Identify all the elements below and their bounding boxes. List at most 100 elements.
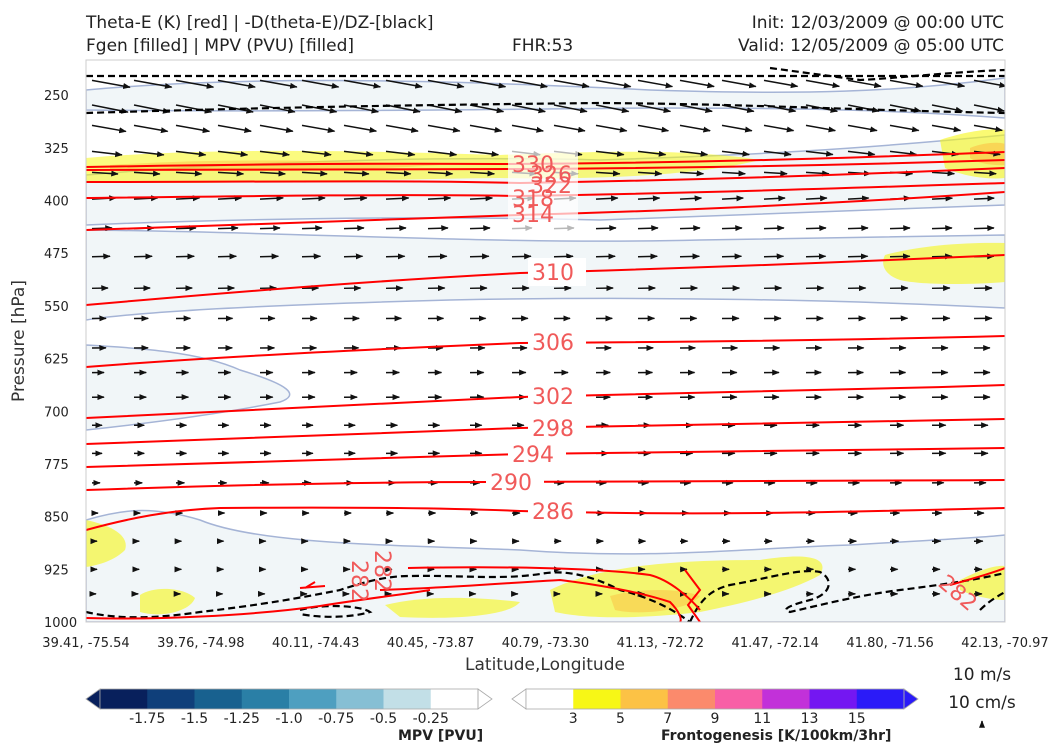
wind-vector: [259, 170, 286, 177]
colorbar-tick-label: -1.25: [224, 711, 260, 727]
theta-e-330-line: [86, 151, 1005, 168]
colorbar-swatch: [526, 689, 574, 709]
x-tick-label: 41.80, -71.56: [846, 636, 933, 651]
wind-vector: [259, 225, 281, 232]
colorbar-swatch: [100, 689, 148, 709]
wind-vector: [595, 225, 617, 232]
wind-vector: [973, 195, 995, 202]
wind-vector: [595, 124, 628, 133]
colorbar-swatch: [383, 689, 432, 709]
wind-vector: [427, 195, 452, 202]
x-tick-label: 40.45, -73.87: [387, 636, 474, 651]
colorbar-swatch: [856, 689, 905, 709]
y-tick-label: 850: [44, 511, 69, 526]
wind-vector: [469, 124, 503, 133]
wind-vector: [889, 79, 924, 89]
wind-vector: [511, 79, 548, 89]
wind-vector: [427, 79, 465, 89]
colorbar-extend-right: [477, 688, 493, 710]
colorbar-swatch: [336, 689, 384, 709]
wind-vector: [805, 150, 834, 157]
y-tick-label: 700: [44, 405, 69, 420]
wind-vector-field: [89, 79, 1005, 597]
wind-vector: [511, 124, 544, 133]
theta-e-282-hook-left: [299, 581, 326, 589]
wind-vector: [343, 195, 368, 202]
wind-vector: [805, 104, 839, 113]
theta-e-282-hook-mid: [684, 569, 702, 622]
theta-e-label-314: 314: [512, 203, 554, 228]
wind-vector: [931, 170, 956, 177]
wind-vector: [217, 170, 245, 177]
wind-vector: [175, 79, 215, 89]
wind-vector: [973, 104, 1005, 113]
mpv-colorbar-label: MPV [PVU]: [398, 728, 484, 744]
wind-vector: [721, 170, 746, 177]
wind-vector: [259, 124, 294, 134]
wind-reference-vertical: 10 cm/s: [948, 693, 1016, 713]
wind-vector: [595, 195, 619, 202]
wind-vector: [133, 150, 165, 158]
wind-vector: [553, 124, 586, 133]
theta-e-286-line: [86, 506, 1005, 531]
wind-vector: [637, 104, 672, 114]
wind-vector: [427, 150, 458, 157]
fgen-patch-bottom-mid: [385, 597, 520, 618]
theta-e-label-282-lower: 282: [346, 560, 371, 602]
wind-vector: [343, 225, 365, 232]
fgen-colorbar: 3 5 7 9 11 13 15: [511, 688, 919, 727]
colorbar-swatch: [809, 689, 858, 709]
valid-time: Valid: 12/05/2009 @ 05:00 UTC: [738, 36, 1004, 56]
init-time: Init: 12/03/2009 @ 00:00 UTC: [751, 13, 1004, 33]
colorbar-tick-label: 15: [848, 711, 866, 727]
fgen-band-upper: [86, 150, 760, 183]
wind-vector: [343, 150, 374, 157]
fgen-patch-left-low: [86, 520, 126, 567]
wind-vector: [595, 170, 621, 177]
y-tick-label: 925: [44, 563, 69, 578]
wind-vector: [133, 124, 169, 134]
wind-vector: [469, 195, 494, 202]
wind-vector: [427, 124, 461, 133]
colorbar-tick-label: -1.75: [129, 711, 165, 727]
y-tick-label: 250: [44, 89, 69, 104]
wind-vector: [469, 225, 491, 232]
y-tick-label: 550: [44, 300, 69, 315]
wind-vector: [511, 104, 546, 114]
wind-vector: [217, 225, 239, 232]
wind-vector: [175, 124, 211, 134]
wind-vector: [301, 150, 332, 157]
colorbar-extend-left: [85, 688, 101, 710]
colorbar-swatch: [667, 689, 716, 709]
colorbar-swatch: [194, 689, 243, 709]
wind-vector: [427, 104, 463, 114]
wind-vector: [763, 170, 788, 177]
y-tick-label: 400: [44, 195, 69, 210]
wind-vector: [763, 150, 792, 157]
wind-vector: [91, 79, 131, 89]
wind-reference-key: 10 m/s 10 cm/s: [948, 665, 1016, 728]
wind-vector: [259, 150, 290, 158]
colorbar-swatch: [289, 689, 337, 709]
theta-e-label-298: 298: [532, 417, 574, 442]
wind-vector: [931, 124, 962, 133]
y-tick-label: 475: [44, 247, 69, 262]
y-tick-label: 775: [44, 458, 69, 473]
wind-vector: [217, 124, 252, 134]
theta-e-label-286: 286: [532, 500, 574, 525]
theta-e-labels: 330 326 322 318 314 310 306 302 298 294 …: [346, 150, 981, 617]
wind-vector: [175, 104, 213, 114]
theta-e-298-line: [86, 418, 1005, 445]
colorbar-tick-label: -1.5: [181, 711, 208, 727]
wind-vector: [469, 170, 496, 177]
x-axis-label: Latitude,Longitude: [465, 655, 625, 675]
wind-vector: [847, 195, 870, 202]
x-tick-label: 40.11, -74.43: [272, 636, 359, 651]
wind-vector: [973, 225, 995, 232]
wind-vector: [637, 150, 667, 157]
wind-vector: [553, 79, 590, 89]
theta-e-label-318: 318: [512, 187, 554, 212]
x-tick-label: 40.79, -73.30: [502, 636, 589, 651]
x-tick-label: 42.13, -70.97: [961, 636, 1048, 651]
theta-e-282-line-b: [379, 578, 682, 622]
